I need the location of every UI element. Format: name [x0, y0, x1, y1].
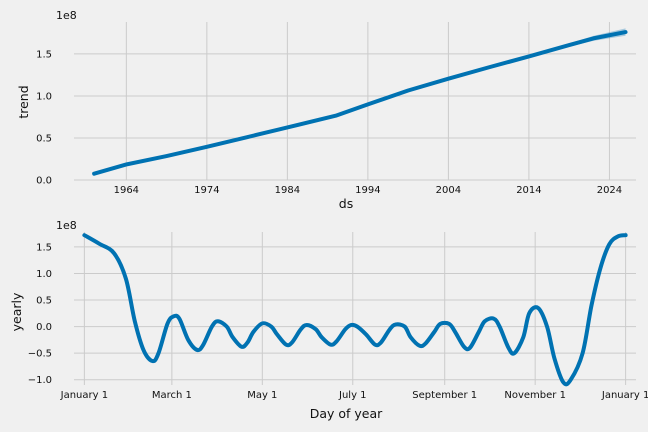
yearly-y-tick-labels: −1.0 −0.5 0.0 0.5 1.0 1.5: [28, 242, 52, 386]
trend-y-tick-label: 1.0: [36, 91, 52, 102]
yearly-y-tick-label: 1.5: [36, 242, 52, 253]
trend-x-tick-label: 1984: [275, 185, 300, 196]
yearly-x-axis-label: Day of year: [310, 406, 383, 421]
trend-y-tick-label: 0.5: [36, 133, 52, 144]
yearly-y-tick-label: 1.0: [36, 269, 52, 280]
yearly-offset-label: 1e8: [56, 219, 77, 232]
yearly-x-tick-label: January 1: [601, 390, 648, 401]
trend-x-tick-labels: 1964 1974 1984 1994 2004 2014 2024: [114, 185, 623, 196]
yearly-axes: January 1 March 1 May 1 July 1 September 1 No…: [9, 219, 648, 421]
trend-y-tick-label: 1.5: [36, 49, 52, 60]
trend-grid: [74, 22, 636, 181]
trend-x-tick-label: 1994: [355, 185, 380, 196]
yearly-x-tick-label: January 1: [60, 390, 108, 401]
yearly-x-tick-label: July 1: [338, 390, 367, 401]
yearly-x-tick-label: November 1: [504, 390, 566, 401]
trend-y-tick-labels: 0.0 0.5 1.0 1.5: [36, 49, 52, 186]
yearly-y-tick-label: 0.0: [36, 322, 52, 333]
yearly-y-tick-label: 0.5: [36, 296, 52, 307]
yearly-y-axis-label: yearly: [9, 292, 24, 331]
yearly-y-tick-label: −1.0: [28, 375, 52, 386]
trend-x-axis-label: ds: [339, 196, 353, 211]
yearly-x-tick-label: September 1: [412, 390, 477, 401]
trend-x-tick-label: 2024: [597, 185, 622, 196]
yearly-y-tick-label: −0.5: [28, 349, 52, 360]
trend-x-tick-label: 2014: [516, 185, 541, 196]
yearly-x-tick-label: March 1: [152, 390, 192, 401]
yearly-x-tick-labels: January 1 March 1 May 1 July 1 September 1 No…: [60, 390, 648, 401]
trend-y-axis-label: trend: [16, 85, 31, 118]
trend-y-tick-label: 0.0: [36, 176, 52, 187]
trend-x-tick-label: 1974: [194, 185, 219, 196]
trend-axes: 1964 1974 1984 1994 2004 2014 2024 0.0 0.5 1.0 1.…: [16, 9, 636, 211]
yearly-x-tick-label: May 1: [247, 390, 277, 401]
yearly-grid: [74, 232, 636, 385]
trend-x-tick-label: 2004: [436, 185, 461, 196]
trend-offset-label: 1e8: [56, 9, 77, 22]
trend-line: [92, 30, 628, 176]
yearly-line: [82, 233, 628, 387]
trend-x-tick-label: 1964: [114, 185, 139, 196]
